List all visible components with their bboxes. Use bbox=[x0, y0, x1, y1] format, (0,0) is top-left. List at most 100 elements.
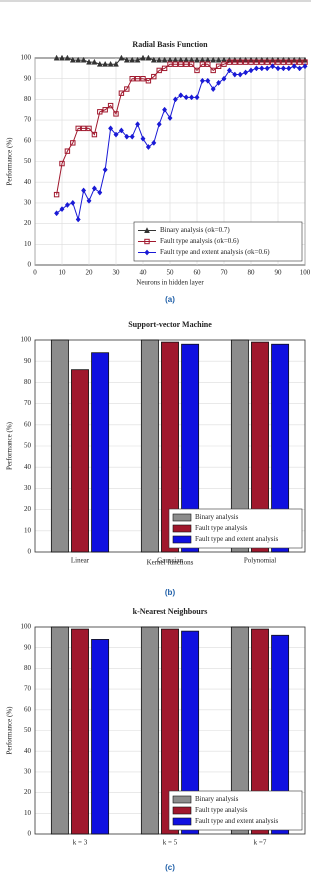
point bbox=[53, 54, 60, 61]
point bbox=[297, 65, 303, 72]
y-tick-label: 90 bbox=[24, 357, 32, 365]
y-tick-label: 70 bbox=[24, 685, 32, 693]
point bbox=[134, 76, 141, 82]
x-tick-label: 60 bbox=[194, 269, 202, 277]
point bbox=[64, 201, 70, 208]
legend-label: Fault type analysis bbox=[195, 806, 248, 814]
point bbox=[205, 61, 211, 67]
caption: (c) bbox=[165, 863, 175, 872]
x-axis-label: Neurons in hidden layer bbox=[136, 279, 204, 287]
point bbox=[221, 75, 227, 82]
x-tick-label: k =7 bbox=[254, 839, 267, 847]
point bbox=[75, 125, 81, 132]
point bbox=[129, 56, 136, 63]
point bbox=[286, 65, 292, 72]
bar bbox=[181, 630, 200, 835]
point bbox=[140, 54, 146, 61]
point bbox=[91, 185, 97, 192]
x-tick-label: 90 bbox=[275, 269, 283, 277]
y-tick-label: 60 bbox=[24, 420, 32, 428]
point bbox=[183, 61, 189, 67]
point bbox=[199, 77, 205, 84]
point bbox=[264, 65, 270, 72]
point bbox=[80, 125, 87, 132]
point bbox=[253, 59, 260, 65]
chart-title: Support-vector Machine bbox=[128, 320, 212, 329]
x-tick-label: Gaussian bbox=[157, 557, 183, 565]
legend-label: Fault type and extent analysis bbox=[195, 817, 278, 825]
point bbox=[124, 86, 130, 92]
y-tick-label: 10 bbox=[24, 526, 32, 534]
x-tick-label: Polynomial bbox=[244, 557, 276, 565]
point bbox=[156, 56, 163, 63]
y-tick-label: 40 bbox=[24, 178, 32, 186]
x-tick-label: k = 3 bbox=[73, 839, 88, 847]
legend-swatch bbox=[172, 524, 192, 533]
point bbox=[232, 71, 238, 78]
y-tick-label: 0 bbox=[28, 830, 32, 838]
caption: (a) bbox=[165, 295, 175, 304]
bar bbox=[91, 352, 110, 553]
point bbox=[156, 121, 162, 128]
bar bbox=[230, 626, 249, 835]
point bbox=[232, 59, 238, 65]
point bbox=[118, 127, 124, 134]
y-axis-label: Performance (%) bbox=[6, 421, 14, 470]
y-tick-label: 60 bbox=[24, 705, 32, 713]
point bbox=[216, 79, 222, 86]
point bbox=[243, 69, 249, 76]
caption: (b) bbox=[165, 588, 176, 597]
point bbox=[80, 56, 87, 63]
legend-label: Fault type analysis bbox=[195, 524, 248, 532]
point bbox=[135, 121, 141, 128]
chart-title: Radial Basis Function bbox=[132, 40, 208, 49]
point bbox=[162, 106, 168, 113]
bar bbox=[71, 628, 89, 835]
point bbox=[53, 191, 60, 198]
point bbox=[102, 107, 108, 113]
point bbox=[259, 65, 265, 72]
point bbox=[140, 76, 146, 82]
point bbox=[75, 56, 82, 63]
point bbox=[242, 59, 249, 65]
y-axis-label: Performance (%) bbox=[6, 137, 14, 186]
point bbox=[248, 67, 254, 74]
y-tick-label: 100 bbox=[21, 54, 32, 62]
point bbox=[140, 135, 146, 142]
point bbox=[248, 59, 254, 65]
point bbox=[59, 206, 65, 213]
x-tick-label: 80 bbox=[248, 269, 256, 277]
legend-swatch bbox=[172, 817, 192, 826]
point bbox=[296, 59, 303, 65]
y-tick-label: 70 bbox=[24, 116, 32, 124]
point bbox=[178, 92, 184, 99]
point bbox=[302, 63, 308, 70]
point bbox=[97, 189, 103, 196]
y-tick-label: 0 bbox=[28, 261, 32, 269]
bar bbox=[230, 339, 249, 553]
y-axis-label: Performance (%) bbox=[6, 706, 14, 755]
point bbox=[167, 61, 173, 67]
y-tick-label: 90 bbox=[24, 74, 32, 82]
x-tick-label: Linear bbox=[71, 557, 90, 565]
bar bbox=[140, 339, 159, 553]
point bbox=[161, 56, 168, 63]
legend-label: Binary analysis (σk=0.7) bbox=[160, 226, 230, 234]
legend-label: Binary analysis bbox=[195, 795, 239, 803]
point bbox=[59, 160, 65, 167]
legend-swatch bbox=[172, 795, 192, 804]
point bbox=[75, 216, 81, 223]
point bbox=[205, 77, 211, 84]
point bbox=[64, 54, 71, 61]
y-tick-label: 10 bbox=[24, 240, 32, 248]
bar bbox=[271, 343, 290, 553]
x-axis-label: Kernel functions bbox=[147, 559, 194, 567]
bar bbox=[50, 339, 69, 553]
point bbox=[215, 63, 222, 69]
point bbox=[145, 144, 151, 150]
point bbox=[264, 59, 270, 65]
y-tick-label: 50 bbox=[24, 157, 32, 165]
point bbox=[280, 59, 287, 65]
legend-label: Fault type and extent analysis (σk=0.6) bbox=[160, 248, 270, 256]
legend-marker bbox=[144, 238, 150, 245]
